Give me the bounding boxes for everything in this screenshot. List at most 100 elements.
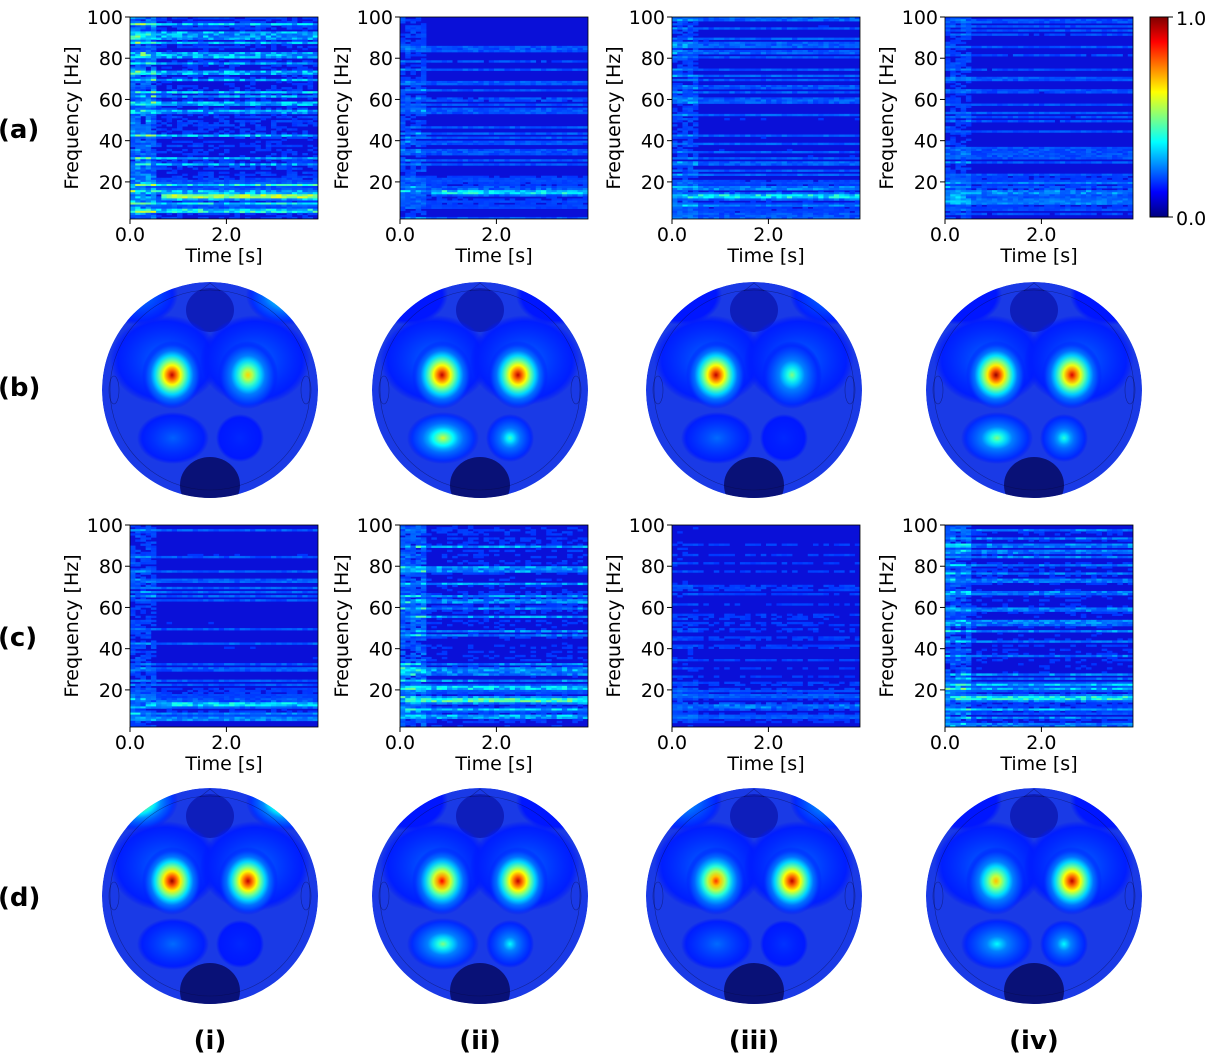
x-tick-label: 0.0 (930, 732, 960, 754)
nose-outline (199, 282, 221, 292)
spectrogram-image (400, 17, 588, 219)
x-tick-label: 2.0 (481, 732, 511, 754)
activation-blob (218, 847, 278, 915)
x-tick-label: 2.0 (481, 224, 511, 246)
y-tick-label: 60 (99, 89, 123, 111)
dark-region (180, 963, 240, 1004)
y-axis-label: Frequency [Hz] (331, 46, 353, 189)
left-ear-outline (108, 881, 120, 911)
x-tick-label: 2.0 (1026, 732, 1056, 754)
plot-frame (671, 16, 861, 220)
dark-region (450, 963, 510, 1004)
activation-blob (961, 412, 1033, 464)
y-axis-label: Frequency [Hz] (876, 554, 898, 697)
activation-blob (686, 341, 746, 409)
nose-outline (1023, 788, 1045, 798)
head-outline (653, 289, 855, 491)
y-tick-label: 20 (641, 172, 665, 194)
activation-blob (488, 847, 548, 915)
y-tick-label: 80 (641, 48, 665, 70)
x-tick-label: 0.0 (115, 224, 145, 246)
y-axis-label: Frequency [Hz] (61, 46, 83, 189)
activation-blob (926, 788, 1002, 831)
y-tick-label: 100 (902, 515, 938, 537)
y-tick-label: 20 (369, 680, 393, 702)
spectrogram-image (672, 525, 860, 727)
y-axis-label: Frequency [Hz] (603, 46, 625, 189)
dark-region (1010, 794, 1058, 838)
topography-b-ii (372, 282, 588, 498)
activation-blob (486, 920, 534, 968)
activation-blob (760, 414, 808, 462)
x-tick-label: 0.0 (657, 732, 687, 754)
activation-blob (488, 341, 548, 409)
y-tick-label: 20 (99, 680, 123, 702)
left-ear-outline (652, 375, 664, 405)
y-axis-label: Frequency [Hz] (61, 554, 83, 697)
topography-d-iii (646, 788, 862, 1004)
spectrogram-image (130, 17, 318, 219)
head-outline (379, 289, 581, 491)
activation-blob (762, 847, 822, 915)
y-tick-label: 100 (357, 7, 393, 29)
plot-frame (399, 16, 589, 220)
head-outline (379, 795, 581, 997)
x-axis-label: Time [s] (726, 753, 804, 775)
activation-blob (407, 918, 479, 970)
activation-blob (216, 920, 264, 968)
dark-region (1004, 457, 1064, 498)
right-ear-outline (570, 881, 582, 911)
activation-blob (1040, 414, 1088, 462)
nose-outline (743, 282, 765, 292)
activation-blob (407, 412, 479, 464)
x-axis-label: Time [s] (999, 245, 1077, 267)
activation-blob (218, 341, 278, 409)
left-ear-outline (932, 881, 944, 911)
topography-d-iv (926, 788, 1142, 1004)
y-tick-label: 40 (99, 131, 123, 153)
head-outline (933, 795, 1135, 997)
spectrogram-image (945, 525, 1133, 727)
right-ear-outline (300, 375, 312, 405)
topography-b-i (102, 282, 318, 498)
row-label-b: (b) (0, 373, 40, 403)
dark-region (180, 457, 240, 498)
plot-frame (129, 16, 319, 220)
left-ear-outline (932, 375, 944, 405)
nose-outline (469, 788, 491, 798)
x-tick-label: 2.0 (1026, 224, 1056, 246)
x-axis-label: Time [s] (184, 753, 262, 775)
activation-blob (961, 918, 1033, 970)
y-tick-label: 60 (641, 89, 665, 111)
y-tick-label: 40 (369, 639, 393, 661)
dark-region (1010, 288, 1058, 332)
dark-region (456, 794, 504, 838)
activation-blob (102, 282, 178, 325)
y-tick-label: 100 (902, 7, 938, 29)
activation-blob (246, 282, 318, 325)
y-tick-label: 80 (99, 556, 123, 578)
activation-blob (142, 847, 202, 915)
y-tick-label: 80 (369, 556, 393, 578)
y-tick-label: 80 (914, 556, 938, 578)
activation-blob (762, 341, 822, 409)
y-tick-label: 100 (629, 515, 665, 537)
activation-blob (137, 918, 209, 970)
y-tick-label: 100 (357, 515, 393, 537)
y-tick-label: 60 (914, 597, 938, 619)
head-outline (653, 795, 855, 997)
row-label-c: (c) (0, 623, 37, 653)
left-ear-outline (378, 375, 390, 405)
y-tick-label: 80 (369, 48, 393, 70)
activation-blob (681, 412, 753, 464)
right-ear-outline (570, 375, 582, 405)
x-tick-label: 0.0 (385, 224, 415, 246)
y-tick-label: 40 (99, 639, 123, 661)
dark-region (186, 794, 234, 838)
